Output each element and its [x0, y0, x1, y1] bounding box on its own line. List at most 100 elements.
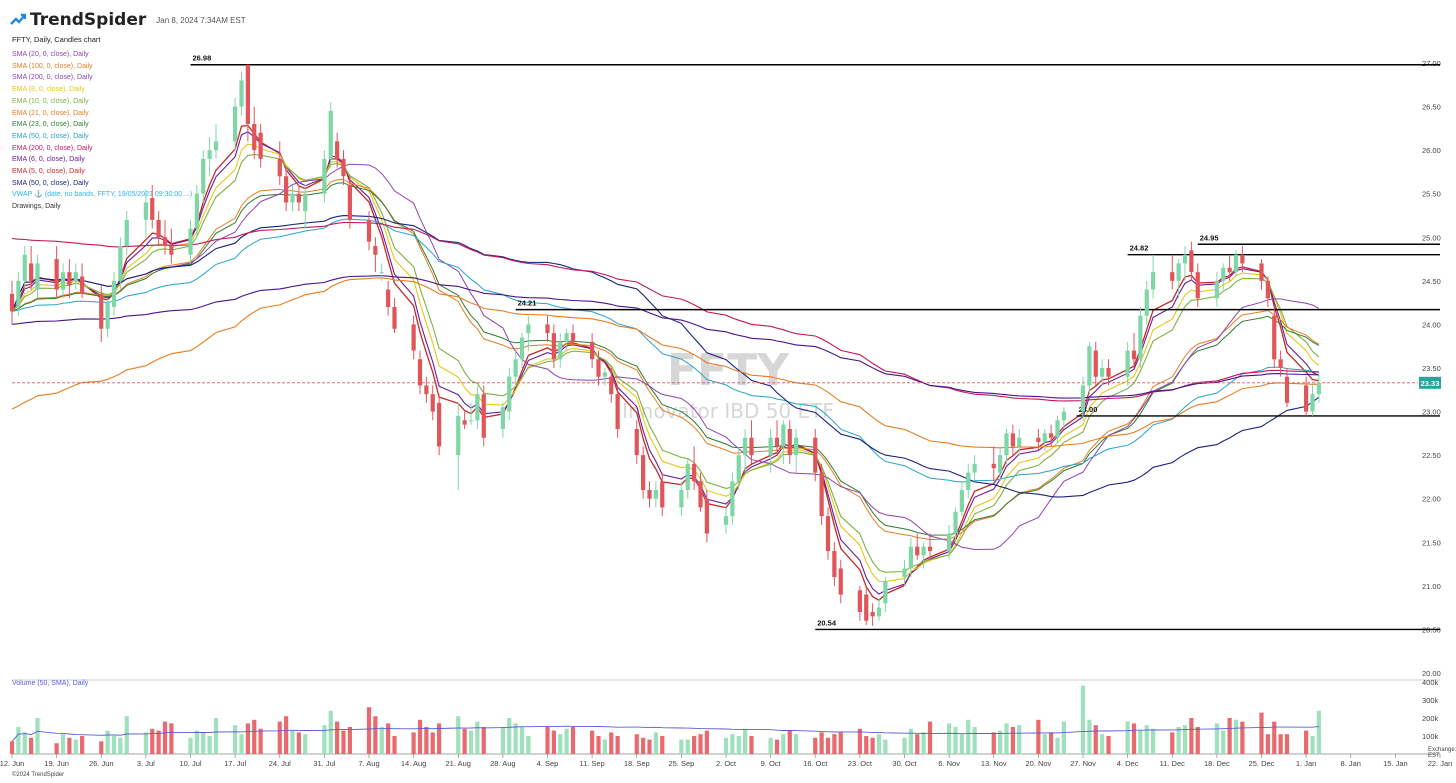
- candle-body: [825, 516, 831, 551]
- legend-item[interactable]: EMA (8, 0, close), Daily: [12, 86, 85, 94]
- candle-body: [832, 551, 837, 578]
- trendspider-logo[interactable]: TrendSpider: [10, 10, 146, 30]
- candle-body: [1233, 254, 1239, 273]
- volume-bar: [245, 723, 250, 754]
- legend-item[interactable]: Drawings, Daily: [12, 203, 61, 211]
- volume-bar: [475, 721, 480, 754]
- volume-bar: [736, 736, 741, 754]
- candle-body: [1278, 359, 1283, 368]
- legend-item[interactable]: EMA (5, 0, close), Daily: [12, 168, 85, 176]
- volume-bar: [558, 734, 563, 754]
- volume-bar: [9, 741, 15, 754]
- volume-bar: [373, 716, 378, 754]
- volume-bar: [730, 734, 735, 754]
- volume-bar: [947, 723, 952, 754]
- volume-bar: [143, 732, 148, 754]
- candle-body: [1138, 315, 1143, 360]
- volume-bar: [749, 736, 754, 754]
- legend-item[interactable]: SMA (20, 0, close), Daily: [12, 51, 89, 58]
- candle-body: [290, 193, 295, 203]
- candle-body: [80, 276, 85, 294]
- y-tick-label: 23.00: [1422, 408, 1441, 417]
- candle-body: [386, 289, 391, 307]
- candle-body: [233, 106, 238, 142]
- volume-bar: [609, 732, 614, 754]
- ema-23-line: [11, 182, 1320, 536]
- volume-bar: [347, 727, 352, 754]
- volume-bar: [1227, 718, 1232, 754]
- candle-body: [590, 341, 595, 360]
- legend-item[interactable]: EMA (50, 0, close), Daily: [12, 132, 89, 140]
- candle-body: [475, 394, 480, 421]
- candle-body: [647, 490, 652, 499]
- volume-bar: [1017, 725, 1022, 754]
- y-tick-label: 27.00: [1422, 59, 1441, 68]
- candle-body: [35, 263, 40, 290]
- volume-bar: [500, 727, 505, 754]
- candle-body: [838, 568, 843, 595]
- legend-item[interactable]: EMA (200, 0, close), Daily: [12, 144, 93, 152]
- x-tick-label: 19. Jun: [44, 759, 69, 768]
- candle-body: [366, 219, 372, 242]
- copyright: ©2024 TrendSpider: [12, 772, 65, 778]
- volume-bar: [825, 737, 831, 754]
- candle-body: [392, 307, 397, 329]
- candle-body: [1042, 433, 1047, 443]
- level-label: 23.00: [1079, 405, 1098, 414]
- candle-body: [347, 185, 352, 220]
- candle-body: [819, 472, 824, 517]
- x-tick-label: 16. Oct: [803, 759, 828, 768]
- candle-body: [194, 193, 199, 229]
- level-label: 20.54: [817, 618, 837, 627]
- volume-bar: [207, 736, 212, 754]
- candle-body: [519, 337, 525, 360]
- chart-title: FFTY, Daily, Candles chart: [12, 35, 101, 44]
- volume-bar: [634, 734, 639, 754]
- candle-body: [373, 246, 378, 255]
- legend-item[interactable]: EMA (6, 0, close), Daily: [12, 156, 85, 164]
- volume-bar: [1221, 730, 1226, 754]
- x-tick-label: 25. Dec: [1249, 759, 1275, 768]
- x-tick-label: 14. Aug: [401, 759, 426, 768]
- legend-item[interactable]: EMA (23, 0, close), Daily: [12, 121, 89, 129]
- candle-body: [602, 372, 607, 377]
- x-tick-label: 4. Sep: [537, 759, 559, 768]
- candle-body: [596, 359, 601, 377]
- legend-item[interactable]: VWAP ⚓ (date, no bands, FFTY, 19/05/2023…: [12, 191, 193, 199]
- y-tick-label: 24.00: [1422, 320, 1441, 329]
- candle-body: [507, 376, 512, 412]
- x-tick-label: 8. Jan: [1341, 759, 1361, 768]
- legend-item[interactable]: SMA (100, 0, close), Daily: [12, 62, 93, 70]
- legend-item[interactable]: EMA (10, 0, close), Daily: [12, 97, 89, 105]
- candle-body: [124, 219, 129, 246]
- candle-body: [921, 546, 926, 556]
- candle-body: [692, 463, 697, 482]
- candle-body: [641, 455, 646, 490]
- volume-bar: [35, 718, 40, 754]
- volume-bar: [564, 728, 569, 754]
- candle-body: [54, 259, 59, 290]
- volume-bar: [1240, 721, 1245, 754]
- candle-body: [545, 324, 550, 334]
- ema-200-line: [11, 221, 1319, 402]
- candle-body: [111, 280, 117, 307]
- legend-item[interactable]: SMA (200, 0, close), Daily: [12, 74, 93, 82]
- volume-bar: [468, 730, 474, 754]
- volume-bar: [1138, 730, 1143, 754]
- legend-item[interactable]: SMA (50, 0, close), Daily: [12, 179, 89, 187]
- candle-body: [1093, 350, 1098, 377]
- volume-bar: [679, 739, 684, 754]
- volume-bar: [832, 734, 837, 754]
- volume-bar: [1144, 725, 1149, 754]
- volume-bar: [341, 730, 346, 754]
- volume-bar: [953, 727, 958, 754]
- x-tick-label: 6. Nov: [938, 759, 960, 768]
- volume-bar: [296, 732, 301, 754]
- volume-bar: [1259, 712, 1264, 754]
- volume-bar: [462, 728, 467, 754]
- volume-bar: [201, 732, 206, 754]
- volume-bar: [124, 716, 129, 754]
- ema-6-line: [11, 131, 1320, 595]
- legend-item[interactable]: EMA (21, 0, close), Daily: [12, 109, 89, 117]
